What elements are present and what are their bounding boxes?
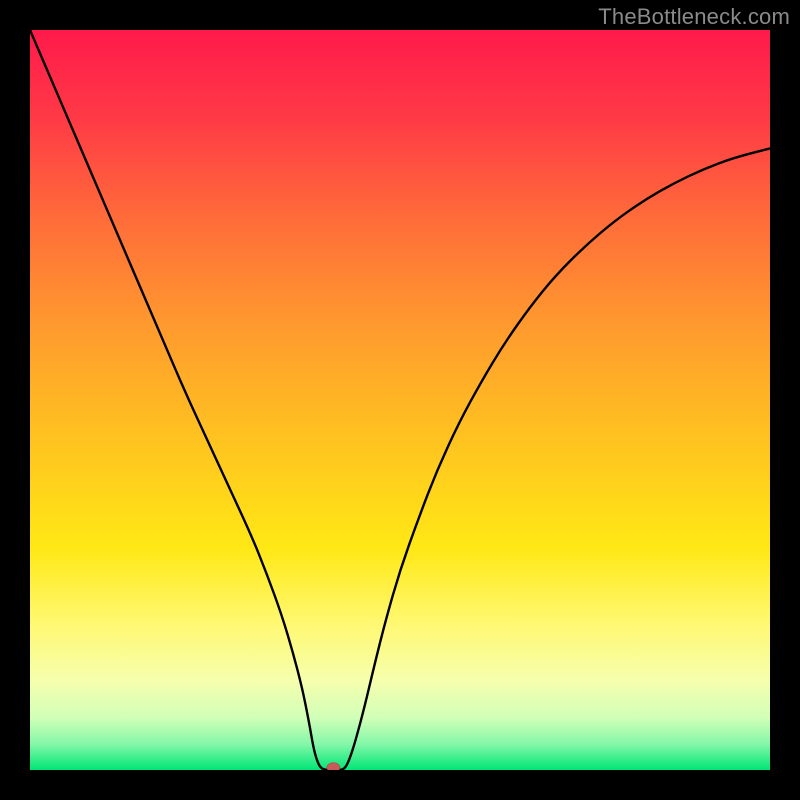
chart-container: TheBottleneck.com <box>0 0 800 800</box>
bottleneck-marker <box>327 763 340 770</box>
gradient-background <box>30 30 770 770</box>
watermark-label: TheBottleneck.com <box>598 4 790 30</box>
plot-area <box>30 30 770 770</box>
gradient-chart <box>30 30 770 770</box>
